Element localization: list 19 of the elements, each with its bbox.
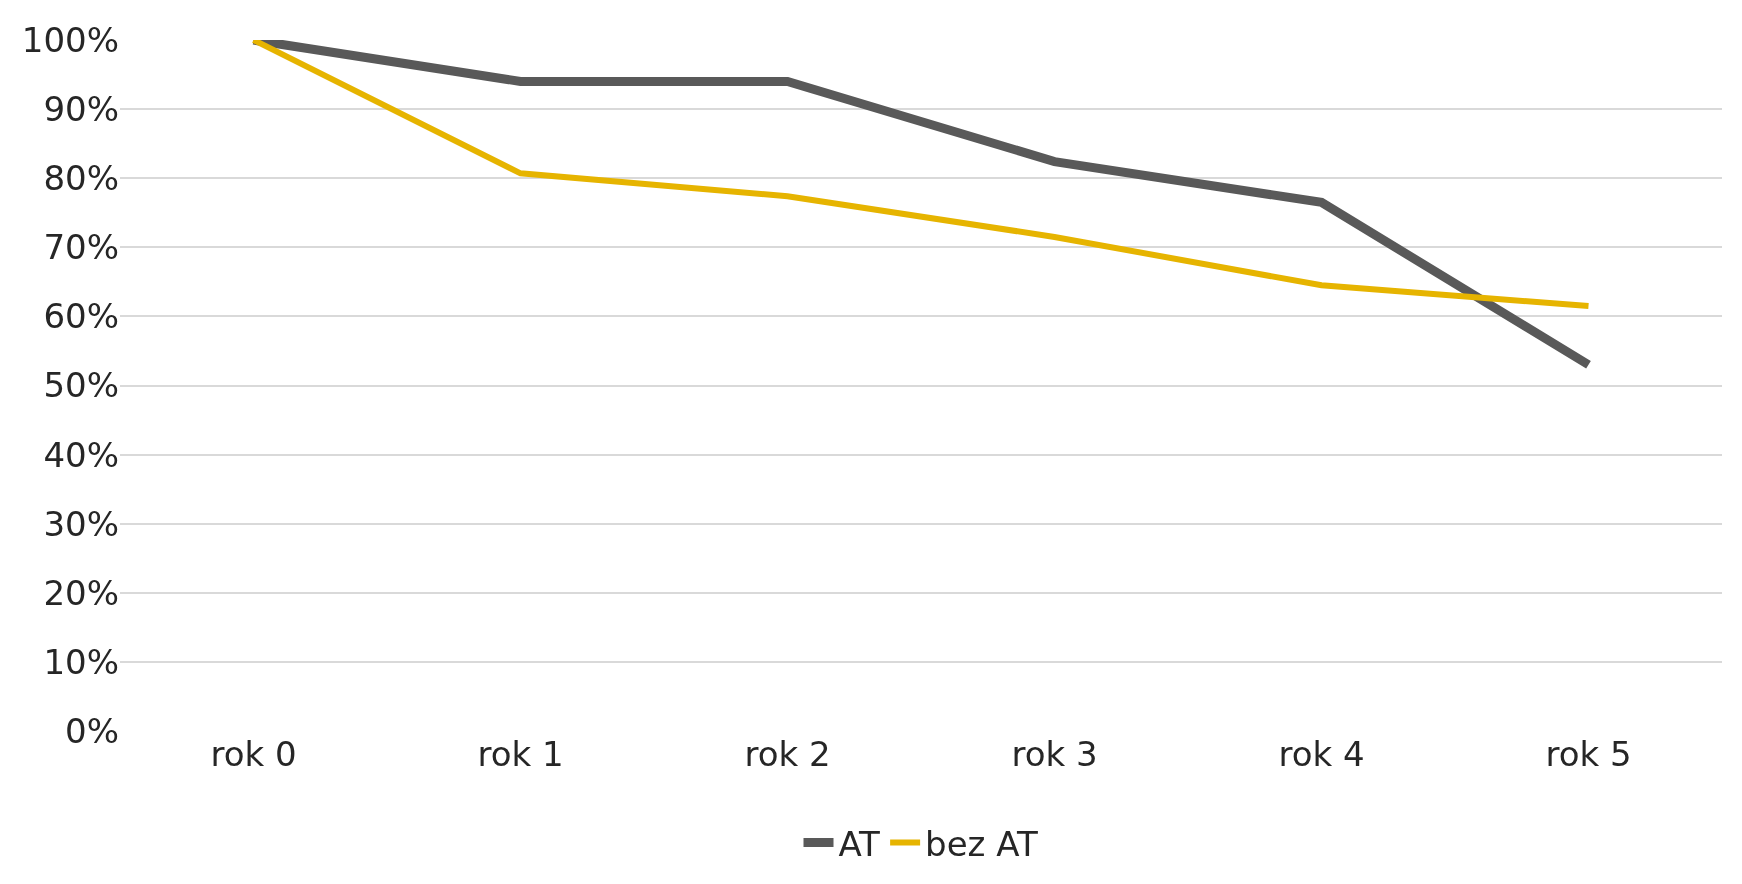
y-tick-label: 70% <box>43 227 119 268</box>
legend-label: bez AT <box>925 823 1038 864</box>
x-tick-label: rok 4 <box>1278 734 1365 774</box>
y-tick-label: 30% <box>43 503 119 544</box>
y-tick-label: 90% <box>43 89 119 129</box>
x-tick-label: rok 0 <box>210 734 297 774</box>
x-tick-label: rok 1 <box>477 734 564 774</box>
y-tick-label: 60% <box>43 296 119 337</box>
x-tick-label: rok 2 <box>744 734 831 774</box>
y-tick-label: 100% <box>21 19 119 60</box>
y-tick-label: 80% <box>43 158 119 199</box>
x-tick-label: rok 5 <box>1545 734 1632 774</box>
legend-label: AT <box>838 823 881 864</box>
y-tick-label: 50% <box>43 365 119 406</box>
y-tick-label: 0% <box>65 710 119 751</box>
y-tick-label: 40% <box>43 434 119 475</box>
y-tick-label: 20% <box>43 572 119 613</box>
x-tick-label: rok 3 <box>1011 734 1098 774</box>
y-tick-label: 10% <box>43 641 119 682</box>
